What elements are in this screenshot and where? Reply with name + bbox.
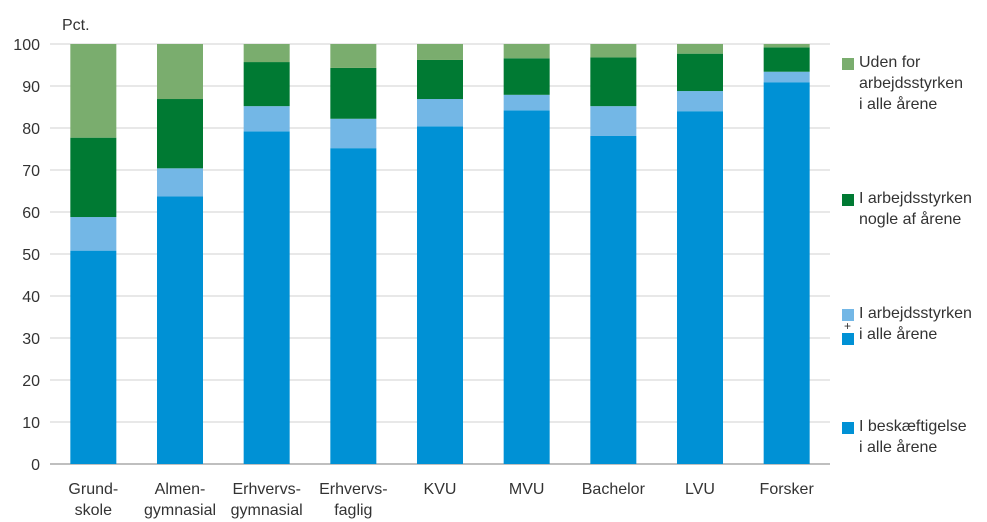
bar-segment	[417, 44, 463, 60]
bar-segment	[243, 62, 290, 107]
bar-segment	[417, 99, 463, 127]
bar-segment	[157, 44, 203, 100]
x-tick-label: KVU	[424, 481, 457, 498]
bar-segment	[590, 135, 637, 465]
bar-segment	[243, 44, 290, 63]
bar-segment	[677, 44, 723, 54]
y-tick-label: 0	[31, 457, 40, 474]
x-tick-label: LVU	[685, 481, 715, 498]
x-tick-label: Forsker	[760, 481, 815, 498]
x-tick-label: Bachelor	[582, 481, 646, 498]
bar-segment	[330, 67, 377, 119]
x-axis-ticks: Grund-skole Almen-gymnasial Erhvervs-gymna…	[68, 481, 814, 519]
legend-swatch-workforce-dark	[842, 333, 854, 345]
bar-segment	[677, 91, 723, 112]
x-tick-label: Erhvervs-faglig	[319, 481, 387, 519]
legend-label-workforce-all-years: I arbejdsstyrken i alle årene	[859, 305, 972, 343]
bar-segment	[677, 53, 723, 92]
bar-segment	[503, 110, 550, 465]
legend-label-employed: I beskæftigelse i alle årene	[859, 418, 967, 456]
bar-segment	[70, 44, 117, 138]
y-tick-label: 100	[13, 37, 40, 54]
bar-segment	[70, 250, 117, 464]
bar-segment	[590, 57, 637, 107]
y-tick-label: 70	[22, 163, 40, 180]
bar-segment	[503, 44, 550, 59]
bar-segment	[330, 118, 377, 149]
bar-segment	[503, 58, 550, 95]
x-tick-label: Almen-gymnasial	[144, 481, 216, 519]
bar-segment	[157, 196, 203, 464]
x-tick-label: Grund-skole	[68, 481, 118, 519]
legend-swatch-outside	[842, 58, 854, 70]
y-tick-label: 10	[22, 415, 40, 432]
legend-swatch-some-years	[842, 194, 854, 206]
bar-segment	[503, 94, 550, 111]
y-tick-label: 80	[22, 121, 40, 138]
bar-segment	[243, 106, 290, 132]
legend-label-some-years: I arbejdsstyrken nogle af årene	[859, 190, 972, 228]
legend-swatch-employed	[842, 422, 854, 434]
y-axis-label: Pct.	[62, 17, 90, 34]
bar-segment	[70, 217, 117, 251]
legend-label-outside: Uden for arbejdsstyrken i alle årene	[859, 54, 964, 113]
bar-segment	[763, 82, 810, 464]
bar-segment	[763, 71, 810, 83]
bar-segment	[677, 111, 723, 464]
legend-swatch-workforce-light	[842, 309, 854, 321]
bar-segment	[70, 137, 117, 218]
bar-segment	[590, 44, 637, 58]
y-tick-label: 20	[22, 373, 40, 390]
y-tick-label: 30	[22, 331, 40, 348]
legend: Uden for arbejdsstyrken i alle årene I a…	[842, 0, 987, 522]
y-tick-label: 40	[22, 289, 40, 306]
bar-segment	[763, 44, 810, 48]
bar-segment	[330, 44, 377, 68]
bar-segment	[417, 59, 463, 100]
y-tick-label: 90	[22, 79, 40, 96]
bar-segment	[243, 131, 290, 465]
bars	[70, 44, 810, 465]
bar-segment	[417, 126, 463, 464]
legend-plus-sign: +	[844, 319, 852, 333]
y-tick-label: 60	[22, 205, 40, 222]
x-tick-label: MVU	[509, 481, 545, 498]
bar-segment	[157, 99, 203, 169]
y-tick-label: 50	[22, 247, 40, 264]
y-axis-ticks: 0 10 20 30 40 50 60 70 80 90 100	[13, 37, 40, 474]
x-tick-label: Erhvervs-gymnasial	[231, 481, 303, 519]
bar-segment	[763, 47, 810, 72]
bar-segment	[590, 106, 637, 136]
bar-segment	[157, 168, 203, 197]
bar-segment	[330, 148, 377, 464]
